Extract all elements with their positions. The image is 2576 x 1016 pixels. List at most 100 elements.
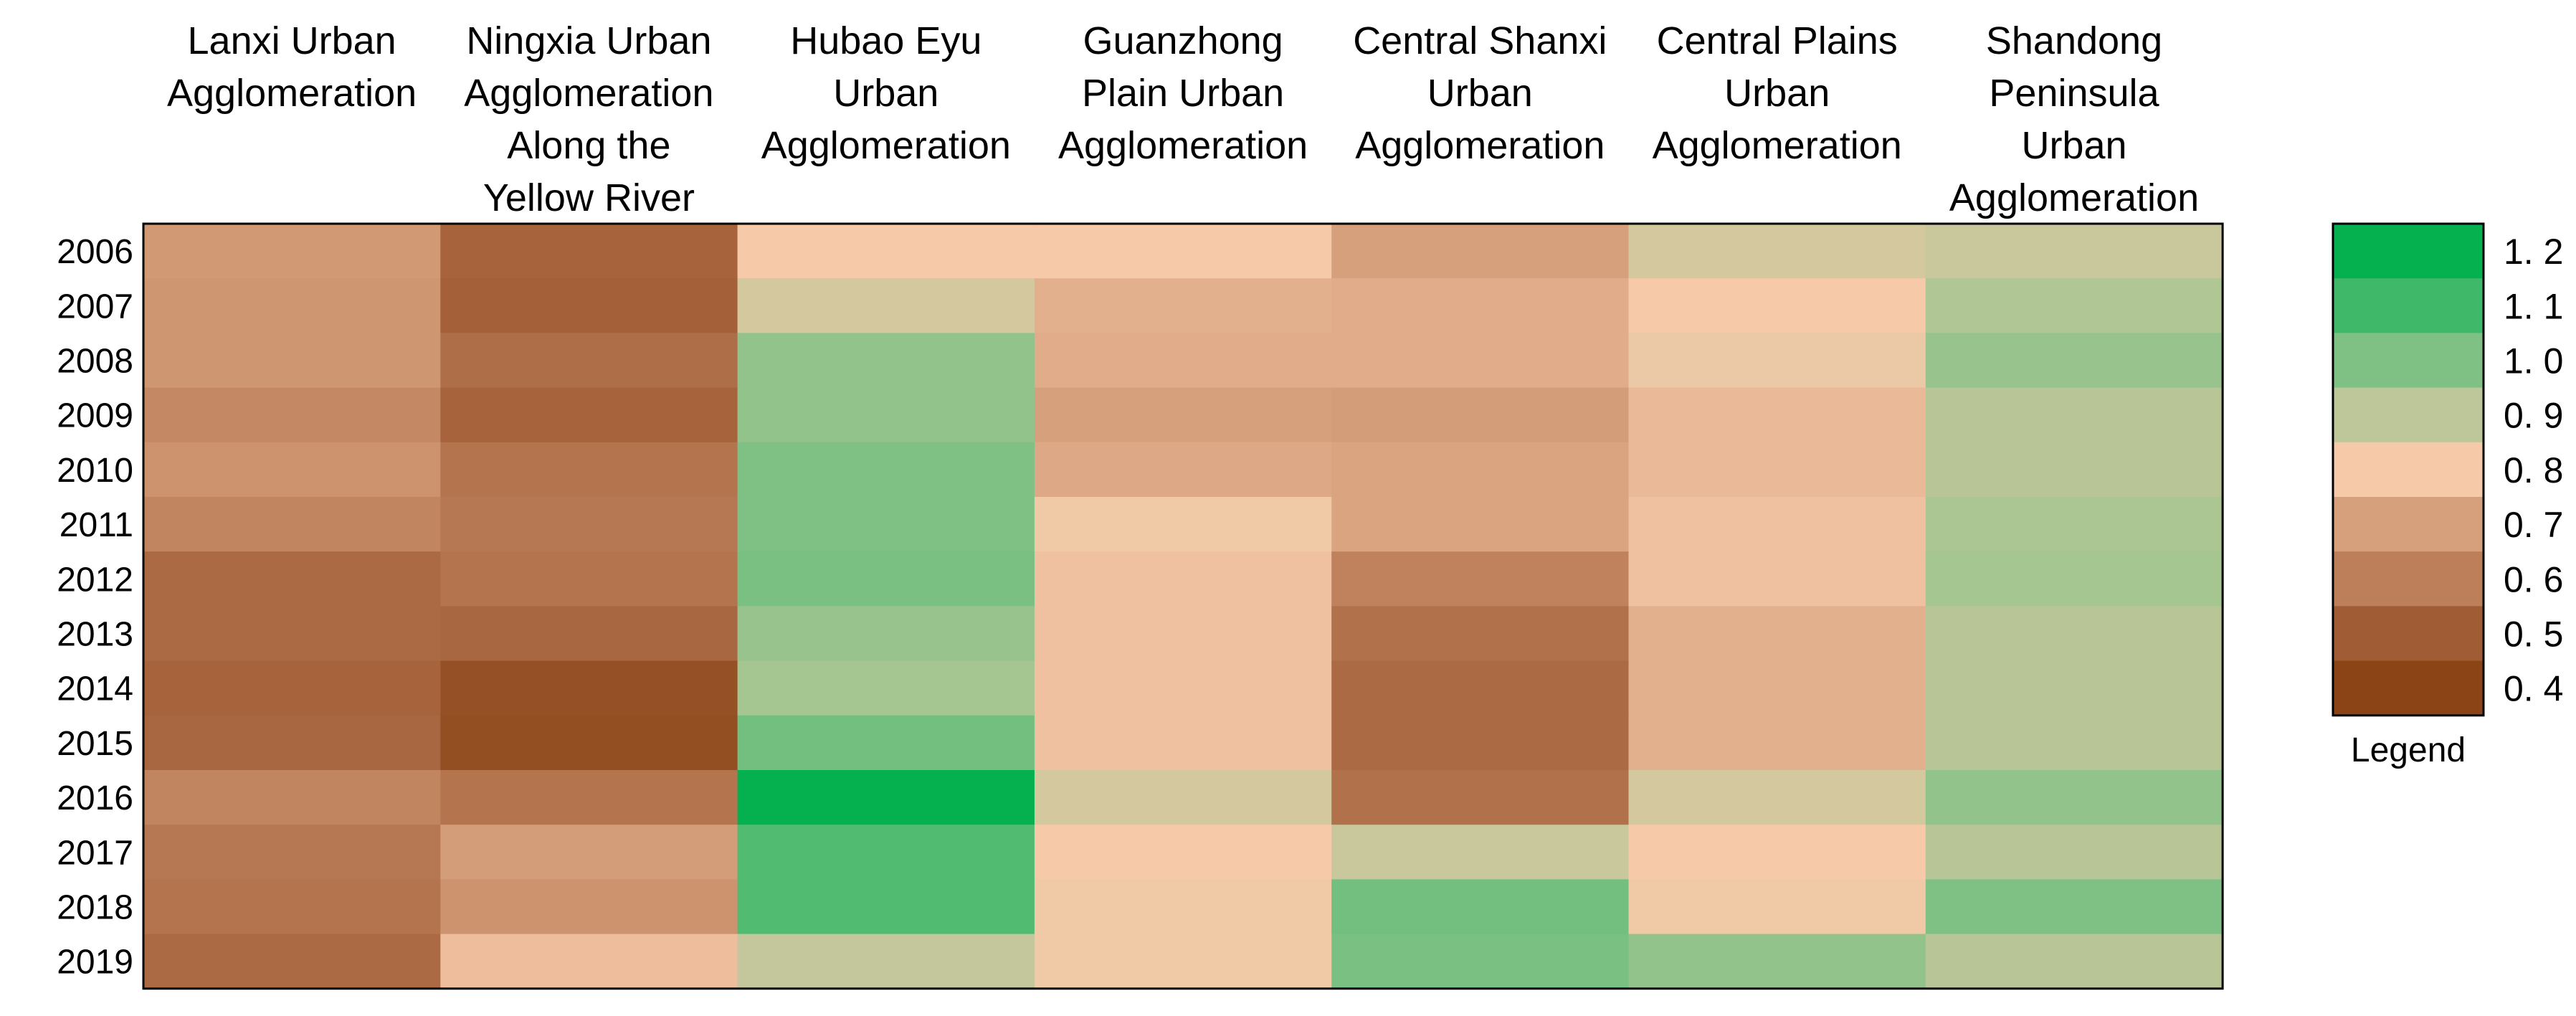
heatmap-cell	[440, 715, 738, 771]
heatmap-cell	[1331, 333, 1630, 389]
heatmap-cell	[440, 387, 738, 443]
heatmap-cell	[143, 387, 441, 443]
heatmap-cell	[1925, 660, 2223, 716]
column-label: Lanxi Urban Agglomeration	[167, 19, 417, 115]
legend-swatch	[2333, 442, 2484, 498]
heatmap-cell	[143, 606, 441, 662]
heatmap-cell	[1034, 825, 1332, 880]
heatmap-cell	[1034, 387, 1332, 443]
legend-swatch	[2333, 497, 2484, 552]
heatmap-cell	[1034, 333, 1332, 389]
legend-swatch	[2333, 660, 2484, 716]
heatmap-cell	[1925, 825, 2223, 880]
heatmap-cell	[1628, 715, 1926, 771]
heatmap-cell	[143, 442, 441, 498]
heatmap-cell	[1034, 879, 1332, 935]
row-label: 2012	[57, 561, 133, 599]
heatmap-cell	[440, 224, 738, 279]
heatmap-cell	[440, 278, 738, 333]
heatmap-cell	[1628, 551, 1926, 607]
heatmap-cell	[143, 497, 441, 552]
heatmap-cell	[1331, 770, 1630, 825]
heatmap-cell	[143, 879, 441, 935]
heatmap-cell	[1331, 660, 1630, 716]
row-label: 2018	[57, 889, 133, 927]
heatmap-cell	[143, 278, 441, 333]
heatmap-cell	[440, 497, 738, 552]
heatmap-cell	[737, 551, 1035, 607]
heatmap-cell	[1925, 224, 2223, 279]
heatmap-cell	[1331, 224, 1630, 279]
column-label: Central Plains Urban Agglomeration	[1653, 19, 1902, 167]
heatmap-cell	[1628, 825, 1926, 880]
heatmap-cell	[143, 333, 441, 389]
heatmap-cell	[1331, 879, 1630, 935]
heatmap-cell	[1925, 770, 2223, 825]
column-label: Hubao Eyu Urban Agglomeration	[761, 19, 1011, 167]
heatmap-cell	[1034, 224, 1332, 279]
legend-swatch	[2333, 606, 2484, 662]
legend-swatch	[2333, 278, 2484, 333]
heatmap-cell	[143, 551, 441, 607]
heatmap-cell	[143, 825, 441, 880]
heatmap-cell	[1628, 442, 1926, 498]
heatmap-cell	[1034, 551, 1332, 607]
row-label: 2015	[57, 725, 133, 763]
column-label: Central Shanxi Urban Agglomeration	[1353, 19, 1607, 167]
legend-tick-label: 1. 1	[2504, 286, 2563, 326]
heatmap-cell	[1034, 606, 1332, 662]
heatmap-cell	[737, 224, 1035, 279]
heatmap-cell	[1925, 606, 2223, 662]
heatmap-cell	[1331, 278, 1630, 333]
heatmap-cell	[440, 934, 738, 989]
heatmap-cell	[737, 879, 1035, 935]
legend-tick-label: 0. 4	[2504, 669, 2563, 709]
heatmap-cell	[1331, 825, 1630, 880]
row-label: 2019	[57, 944, 133, 982]
heatmap-cell	[440, 442, 738, 498]
legend-tick-label: 0. 7	[2504, 505, 2563, 545]
heatmap-cell	[143, 715, 441, 771]
legend-swatch	[2333, 551, 2484, 607]
heatmap-cell	[1628, 660, 1926, 716]
heatmap-cell	[1628, 934, 1926, 989]
heatmap-cell	[1034, 278, 1332, 333]
heatmap-cell	[1628, 497, 1926, 552]
heatmap-cell	[737, 825, 1035, 880]
heatmap-cell	[1925, 551, 2223, 607]
heatmap-border	[142, 222, 2224, 990]
legend-tick-label: 0. 5	[2504, 614, 2563, 655]
heatmap-cell	[1331, 387, 1630, 443]
heatmap-cell	[440, 770, 738, 825]
row-label: 2016	[57, 779, 133, 817]
heatmap-cell	[1925, 934, 2223, 989]
legend-tick-label: 0. 6	[2504, 559, 2563, 599]
heatmap-cell	[143, 660, 441, 716]
heatmap-cell	[1628, 387, 1926, 443]
heatmap-cell	[1628, 879, 1926, 935]
heatmap-cell	[1034, 770, 1332, 825]
heatmap-cell	[1628, 333, 1926, 389]
row-label: 2010	[57, 452, 133, 490]
heatmap-cell	[1628, 606, 1926, 662]
row-label: 2013	[57, 616, 133, 654]
legend-tick-label: 0. 8	[2504, 450, 2563, 490]
heatmap-cell	[440, 606, 738, 662]
legend-tick-label: 1. 0	[2504, 341, 2563, 381]
heatmap-cell	[737, 278, 1035, 333]
heatmap-cell	[1034, 715, 1332, 771]
heatmap-cell	[737, 442, 1035, 498]
heatmap-cell	[1925, 879, 2223, 935]
row-label: 2011	[60, 506, 133, 544]
heatmap-cell	[1331, 497, 1630, 552]
heatmap-cell	[1331, 442, 1630, 498]
column-label: Guanzhong Plain Urban Agglomeration	[1058, 19, 1308, 167]
heatmap-cell	[1331, 715, 1630, 771]
heatmap-cell	[737, 333, 1035, 389]
row-label: 2006	[57, 233, 133, 271]
heatmap-cell	[440, 879, 738, 935]
row-label: 2017	[57, 834, 133, 872]
heatmap-cell	[1628, 770, 1926, 825]
